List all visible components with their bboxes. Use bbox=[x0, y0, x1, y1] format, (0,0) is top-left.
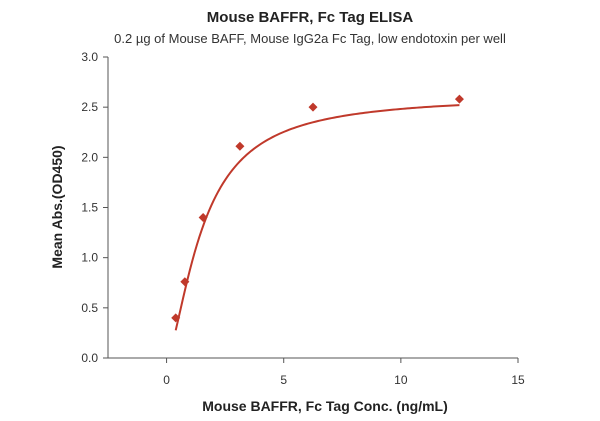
y-tick-label: 1.0 bbox=[81, 251, 98, 265]
chart-subtitle: 0.2 µg of Mouse BAFF, Mouse IgG2a Fc Tag… bbox=[114, 31, 506, 46]
x-tick-label: 5 bbox=[280, 373, 287, 387]
x-axis-ticks: 0 5 10 15 bbox=[163, 358, 525, 387]
y-tick-label: 0.5 bbox=[81, 301, 98, 315]
x-axis-label: Mouse BAFFR, Fc Tag Conc. (ng/mL) bbox=[202, 398, 448, 414]
y-tick-label: 1.5 bbox=[81, 201, 98, 215]
y-axis-ticks: 0.0 0.5 1.0 1.5 2.0 2.5 3.0 bbox=[81, 50, 108, 365]
y-axis-label: Mean Abs.(OD450) bbox=[49, 145, 65, 268]
x-tick-label: 10 bbox=[394, 373, 408, 387]
y-tick-label: 2.5 bbox=[81, 100, 98, 114]
x-tick-label: 0 bbox=[163, 373, 170, 387]
y-tick-label: 2.0 bbox=[81, 150, 98, 164]
data-point bbox=[180, 277, 190, 287]
fit-curve bbox=[174, 104, 460, 331]
data-point bbox=[171, 313, 181, 323]
data-point bbox=[198, 213, 208, 223]
data-point bbox=[235, 141, 245, 151]
data-points bbox=[171, 94, 464, 323]
x-tick-label: 15 bbox=[511, 373, 525, 387]
plot-area: 0 5 10 15 0.0 0.5 1.0 1.5 2.0 2.5 3.0 bbox=[81, 50, 525, 387]
y-tick-label: 3.0 bbox=[81, 50, 98, 64]
y-tick-label: 0.0 bbox=[81, 351, 98, 365]
data-point bbox=[454, 94, 464, 104]
data-point bbox=[308, 102, 318, 112]
chart-title: Mouse BAFFR, Fc Tag ELISA bbox=[207, 9, 414, 26]
